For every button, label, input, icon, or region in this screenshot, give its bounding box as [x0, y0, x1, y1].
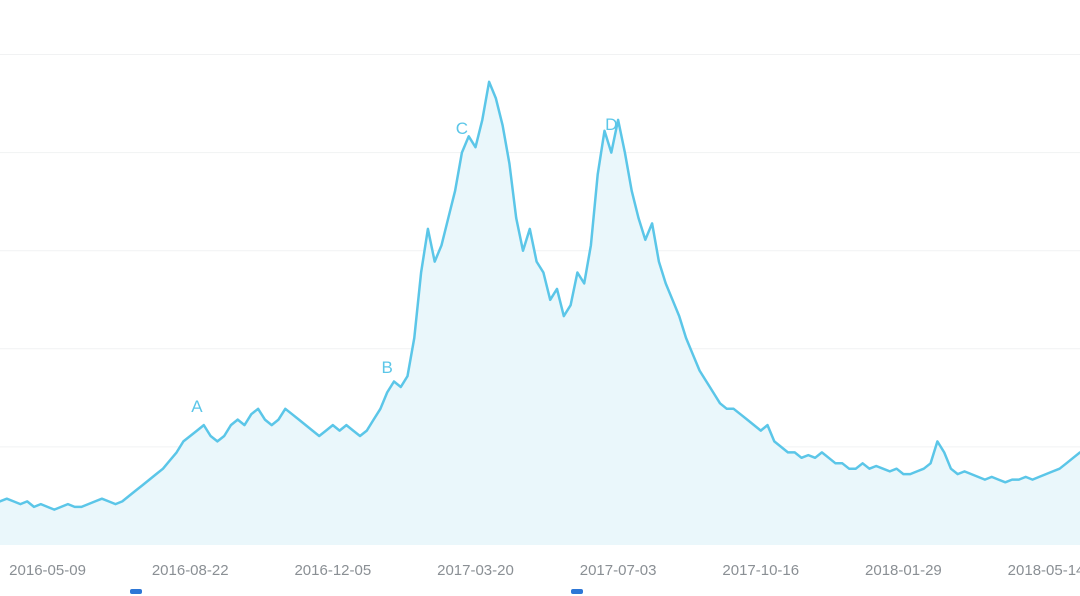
xaxis-label: 2016-08-22 — [152, 562, 229, 579]
xaxis-label: 2017-03-20 — [437, 562, 514, 579]
xaxis-label: 2017-10-16 — [722, 562, 799, 579]
xaxis-label: 2018-05-14 — [1008, 562, 1080, 579]
scrubber-handle[interactable] — [571, 589, 583, 594]
time-series-chart: 2016-05-09 2016-08-22 2016-12-05 2017-03-20… — [0, 0, 1080, 596]
xaxis-label: 2018-01-29 — [865, 562, 942, 579]
series-area — [0, 82, 1080, 545]
scrubber-handle[interactable] — [130, 589, 142, 594]
xaxis-label: 2016-12-05 — [294, 562, 371, 579]
xaxis-label: 2016-05-09 — [9, 562, 86, 579]
xaxis-label: 2017-07-03 — [580, 562, 657, 579]
chart-svg — [0, 0, 1080, 596]
